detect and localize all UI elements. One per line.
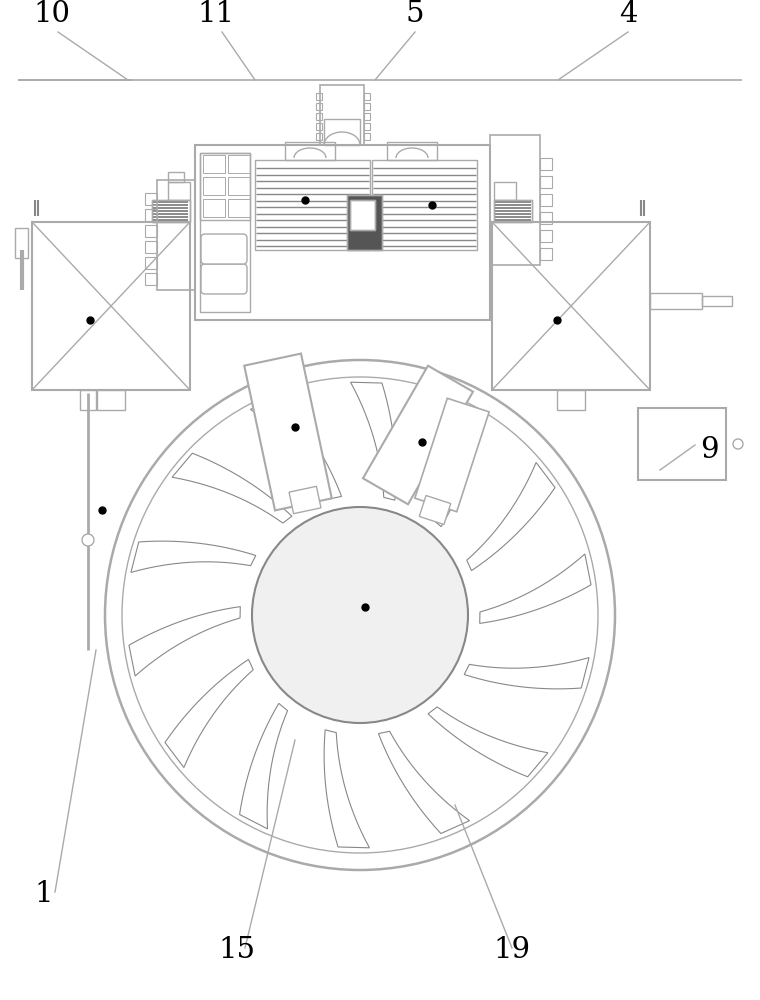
Bar [145,241,157,253]
Bar [168,182,190,200]
Bar [145,209,157,221]
Polygon shape [324,730,369,848]
Polygon shape [129,607,240,676]
Polygon shape [415,398,489,512]
Polygon shape [251,396,341,499]
Bar [364,103,370,110]
Polygon shape [289,486,321,514]
Text: 15: 15 [219,936,255,964]
Bar [145,225,157,237]
Bar [490,135,540,265]
Bar [320,85,364,145]
Polygon shape [428,707,548,777]
FancyBboxPatch shape [201,264,247,294]
Bar [324,119,360,145]
Bar [32,222,190,390]
Text: 9: 9 [700,436,719,464]
Bar [540,248,552,260]
Bar [255,160,370,250]
Bar [285,142,335,160]
Polygon shape [432,401,480,527]
Bar [364,93,370,100]
Bar [364,133,370,140]
Bar [364,113,370,120]
Bar [557,390,585,410]
Polygon shape [464,658,589,689]
Bar [152,200,190,222]
Bar [195,145,490,320]
Polygon shape [378,731,470,834]
Bar [540,230,552,242]
Circle shape [252,507,468,723]
Polygon shape [172,453,292,523]
Text: 19: 19 [493,936,530,964]
Bar [364,123,370,130]
Circle shape [733,439,743,449]
Bar [316,103,322,110]
Bar [540,176,552,188]
Bar [145,273,157,285]
Bar [316,113,322,120]
Text: 5: 5 [406,0,424,28]
Bar [316,123,322,130]
Text: 10: 10 [33,0,71,28]
Polygon shape [239,703,287,829]
Bar [97,390,125,410]
Bar [316,133,322,140]
Bar [145,257,157,269]
Bar [702,296,732,306]
Bar [492,222,650,390]
Bar [650,293,702,309]
Polygon shape [165,659,253,768]
Bar [203,199,225,217]
Bar [350,200,375,230]
Bar [200,153,250,312]
Bar [347,195,382,250]
Polygon shape [480,554,591,623]
Bar [157,180,195,290]
Bar [228,177,250,195]
Text: 11: 11 [198,0,235,28]
Bar [228,155,250,173]
Bar [494,200,532,222]
Bar [540,158,552,170]
Polygon shape [420,496,451,524]
Polygon shape [350,382,396,500]
Text: 4: 4 [619,0,637,28]
Bar [540,212,552,224]
Bar [168,172,184,182]
Bar [228,199,250,217]
Bar [350,200,375,230]
Bar [372,160,477,250]
Polygon shape [467,462,555,571]
Bar [540,194,552,206]
Polygon shape [363,366,473,504]
Bar [638,408,726,480]
Bar [316,93,322,100]
Bar [347,195,382,250]
Bar [494,182,516,200]
Bar [387,142,437,160]
Bar [80,390,96,410]
Bar [200,153,250,220]
Bar [203,177,225,195]
Bar [15,228,28,258]
FancyBboxPatch shape [201,234,247,264]
Circle shape [82,534,94,546]
Polygon shape [244,354,332,510]
Polygon shape [131,541,256,572]
Bar [203,155,225,173]
Bar [494,200,532,222]
Bar [145,193,157,205]
Bar [152,200,190,222]
Text: 1: 1 [35,880,53,908]
